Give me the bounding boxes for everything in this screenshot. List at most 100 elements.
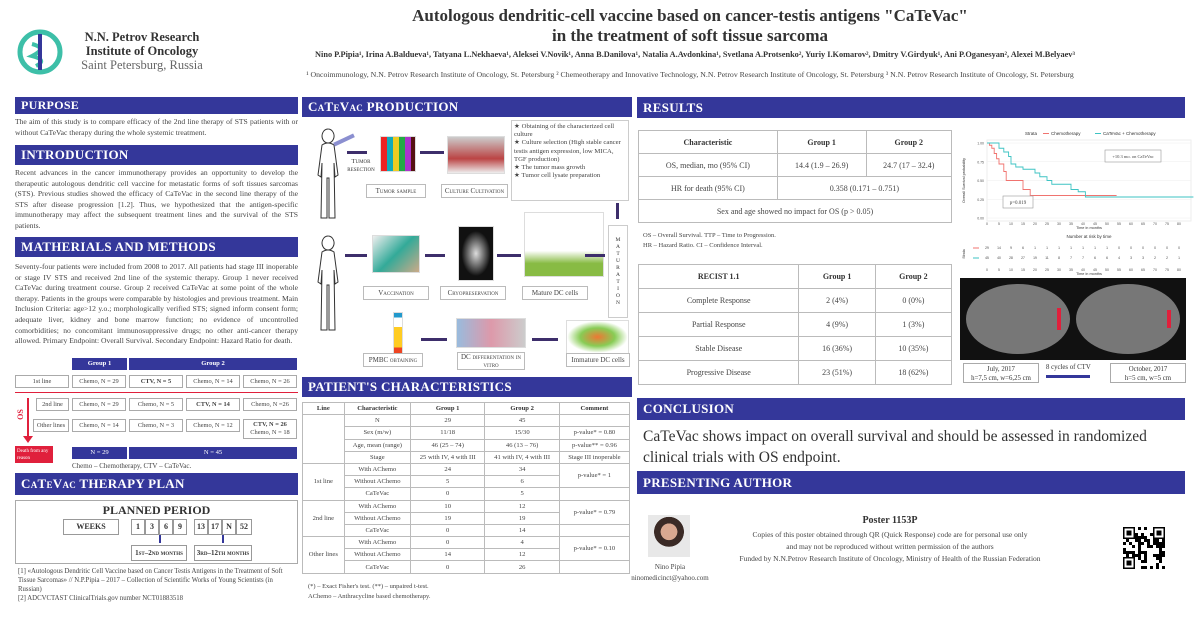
- arrow-head-icon: [23, 436, 33, 443]
- vaccination-label: Vaccination: [363, 286, 429, 300]
- cell: Sex (m/w): [343, 426, 411, 440]
- cryopreservation-label: Cryopreservation: [440, 286, 506, 300]
- cell: Without AChemo: [343, 511, 411, 525]
- qr-code[interactable]: [1123, 527, 1165, 569]
- cell: [302, 414, 345, 464]
- table-row: HR for death (95% CI) 0.358 (0.171 – 0.75…: [638, 176, 953, 200]
- risk-x-tick-label: 10: [1009, 268, 1013, 272]
- cell: With AChemo: [343, 462, 411, 477]
- table-row: Sex (m/w) 11/18 15/30 p-value* = 0.80: [303, 426, 631, 440]
- ct-before-caption: July, 2017 h=7,5 cm, w=6,25 cm: [963, 363, 1039, 383]
- cell: 15/30: [484, 426, 560, 440]
- risk-x-tick-label: 40: [1081, 268, 1085, 272]
- caption-line: July, 2017: [987, 366, 1015, 373]
- references: [1] «Autologous Dendritic Cell Vaccine b…: [18, 567, 298, 603]
- months-range-1: 1st–2nd months: [131, 545, 187, 561]
- cell: CaTeVac: [343, 487, 411, 501]
- affiliations: ¹ Oncoimmunology, N.N. Petrov Research I…: [306, 70, 1074, 79]
- ctv-text: CTV, N = 26: [253, 421, 287, 428]
- column-header: Group 1: [798, 264, 876, 289]
- line-label: 2nd line: [36, 398, 69, 411]
- scheme-legend: Chemo – Chemotherapy, CTV – CaTeVac.: [72, 462, 192, 470]
- authors: Nino P.Pipia¹, Irina A.Baldueva¹, Tatyan…: [315, 50, 1075, 59]
- footnote: AChemo – Anthracycline based chemotherap…: [308, 593, 431, 600]
- copyright-line: Copies of this poster obtained through Q…: [752, 530, 1028, 539]
- caption-line: October, 2017: [1128, 366, 1168, 373]
- risk-count: 6: [1106, 256, 1108, 260]
- risk-x-tick-label: 50: [1105, 268, 1109, 272]
- institute-city: Saint Petersburg, Russia: [81, 58, 203, 72]
- institute-line: Institute of Oncology: [85, 44, 199, 58]
- cell: 0.358 (0.171 – 0.751): [776, 176, 953, 200]
- cell: 14: [409, 548, 486, 562]
- risk-x-tick-label: 80: [1177, 268, 1181, 272]
- x-tick-label: 75: [1165, 222, 1169, 226]
- presenting-author-header: PRESENTING AUTHOR: [637, 471, 1185, 494]
- cell: 14.4 (1.9 – 26.9): [776, 153, 867, 177]
- risk-count: 45: [985, 256, 989, 260]
- cell: [558, 523, 631, 538]
- risk-count: 27: [1021, 256, 1025, 260]
- months-range-2: 3rd–12th months: [194, 545, 252, 561]
- results-header: RESULTS: [637, 97, 1185, 118]
- x-tick-label: 35: [1069, 222, 1073, 226]
- cell: 18 (62%): [874, 360, 953, 385]
- risk-count: 0: [1130, 246, 1132, 250]
- arrow-left-icon: [585, 254, 605, 257]
- column-header: Group 2: [484, 401, 560, 416]
- cell: 4 (9%): [798, 312, 876, 337]
- cell: 24: [409, 462, 486, 477]
- x-tick-label: 5: [998, 222, 1000, 226]
- os-arrow: [27, 398, 29, 438]
- scheme-cell: Chemo, N = 5: [129, 398, 183, 411]
- risk-x-tick-label: 20: [1033, 268, 1037, 272]
- maturation-label: MATURATION: [608, 225, 628, 318]
- immature-dc-flow-plots: [566, 320, 629, 354]
- author-email[interactable]: ninomedicinct@yahoo.com: [631, 574, 709, 582]
- risk-x-tick-label: 70: [1153, 268, 1157, 272]
- x-tick-label: 70: [1153, 222, 1157, 226]
- author-name: Nino Pipia: [654, 563, 686, 571]
- cell: Partial Response: [637, 312, 800, 337]
- annotation-box: [1002, 195, 1034, 209]
- arrow-left-icon: [497, 254, 521, 257]
- column-header: Characteristic: [638, 130, 778, 154]
- week-cell: N: [222, 519, 236, 535]
- risk-count: 2: [1154, 256, 1156, 260]
- mature-dc-flow-plots: [524, 212, 604, 277]
- cell: 0: [409, 523, 486, 538]
- planned-period-title: PLANNED PERIOD: [102, 503, 211, 517]
- production-header: CaTeVac PRODUCTION: [302, 97, 632, 117]
- risk-count: 40: [997, 256, 1001, 260]
- mature-dc-label: Mature DC cells: [522, 286, 588, 300]
- arrow-icon: [421, 338, 447, 341]
- y-tick-label: 1.00: [977, 142, 984, 146]
- cell: 10 (35%): [874, 336, 953, 361]
- scheme-cell: Chemo, N = 29: [72, 375, 126, 388]
- tick: [159, 535, 161, 543]
- survival-curve-chemo: [987, 142, 1117, 196]
- week-cell: 52: [236, 519, 252, 535]
- cell: p-value** = 0.96: [558, 438, 631, 452]
- step-item: ★ Culture selection (High stable cancer …: [514, 139, 621, 163]
- arrow-down-icon: [616, 203, 619, 219]
- cell: [558, 560, 631, 574]
- x-tick-label: 10: [1009, 222, 1013, 226]
- cell: 0: [409, 536, 486, 550]
- group2-header: Group 2: [129, 358, 297, 370]
- vaccination-image: [372, 235, 420, 273]
- cell: 0: [409, 560, 486, 574]
- week-cell: 1: [131, 519, 145, 535]
- caption-line: h=7,5 cm, w=6,25 cm: [971, 375, 1031, 382]
- risk-x-tick-label: 65: [1141, 268, 1145, 272]
- human-figure-icon: [317, 128, 339, 219]
- cell: [558, 487, 631, 501]
- institute-line: N.N. Petrov Research: [84, 30, 200, 44]
- cell: 23 (51%): [798, 360, 876, 385]
- scheme-cell: Chemo, N = 14: [72, 419, 126, 432]
- planned-period-box: PLANNED PERIOD WEEKS 1 3 6 9 13 17 N 52 …: [15, 500, 298, 564]
- cell: [558, 414, 631, 428]
- risk-x-tick-label: 45: [1093, 268, 1097, 272]
- column-header: Group 1: [776, 130, 867, 154]
- ct-arrow-label: 8 cycles of CTV: [1046, 364, 1091, 371]
